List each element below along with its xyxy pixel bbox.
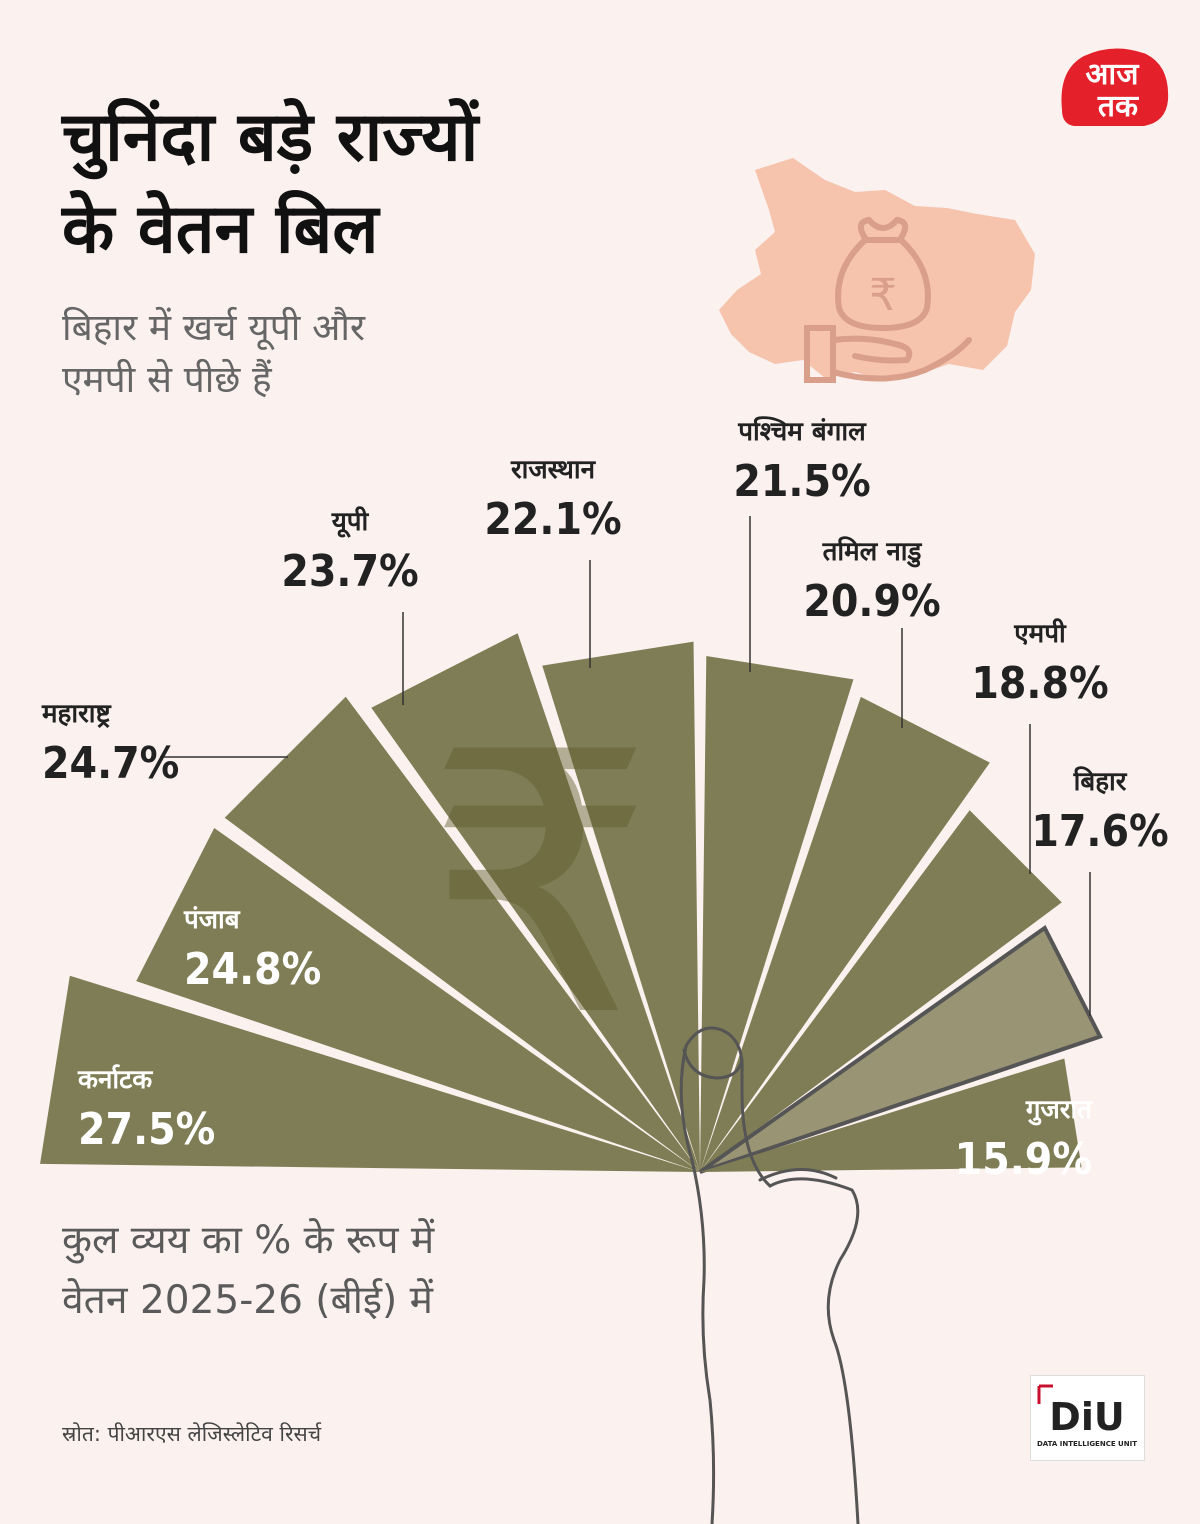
money-bag-hand-icon: ₹ [804,216,972,383]
title-line-2: के वेतन बिल [62,190,379,269]
bihar-map-icon: ₹ [719,158,1035,383]
caption-line-2: वेतन 2025-26 (बीई) में [62,1278,433,1323]
aajtak-logo: आज तक [1061,48,1169,126]
fan-blade-4 [371,633,700,1172]
value-label-7: 20.9% [803,576,940,627]
category-label-8: एमपी [1013,618,1067,649]
category-label-10: गुजरात [1025,1095,1093,1126]
caption-line-1: कुल व्यय का % के रूप में [62,1218,435,1263]
category-label-4: यूपी [331,506,370,538]
category-label-7: तमिल नाडु [822,536,923,568]
title-line-1: चुनिंदा बड़े राज्यों [62,98,479,177]
value-label-3: 24.7% [42,738,179,789]
value-label-10: 15.9% [955,1134,1092,1185]
fan-blades [40,633,1103,1174]
category-label-1: कर्नाटक [77,1064,153,1095]
fan-blade-2 [136,828,700,1172]
logo-line-1: आज [1086,57,1141,92]
value-label-5: 22.1% [484,494,621,545]
diu-logo: DiU DATA INTELLIGENCE UNIT [1030,1375,1145,1461]
hand-outline [679,1026,860,1524]
value-label-2: 24.8% [184,944,321,995]
rupee-glyph: ₹ [869,270,897,321]
value-label-1: 27.5% [78,1104,215,1155]
value-label-9: 17.6% [1031,806,1168,857]
category-label-6: पश्चिम बंगाल [737,416,867,447]
diu-mark: DiU [1049,1395,1124,1439]
category-labels: कर्नाटक 27.5% पंजाब 24.8% महाराष्ट्र 24.7% यूप… [41,416,1169,1185]
category-label-5: राजस्थान [510,455,597,485]
category-label-3: महाराष्ट्र [41,699,112,729]
fan-blade-9 [698,924,1103,1174]
source-text: स्रोत: पीआरएस लेजिस्लेटिव रिसर्च [62,1422,322,1446]
fan-blade-5 [542,641,700,1172]
fan-blade-7 [700,696,990,1172]
value-label-8: 18.8% [971,658,1108,709]
leader-lines [160,516,1091,1016]
value-label-6: 21.5% [733,456,870,507]
fan-blade-3 [224,696,700,1172]
fan-blade-8 [700,810,1062,1172]
rupee-watermark: ₹ [425,676,654,1095]
logo-line-2: तक [1097,89,1139,124]
category-label-9: बिहार [1073,766,1128,797]
subtitle-line-1: बिहार में खर्च यूपी और [62,306,366,349]
fan-blade-1 [40,975,700,1172]
category-label-2: पंजाब [183,905,241,935]
fan-blade-10 [700,1058,1082,1172]
value-label-4: 23.7% [281,546,418,597]
subtitle-line-2: एमपी से पीछे हैं [62,358,272,401]
diu-subtext: DATA INTELLIGENCE UNIT [1037,1440,1137,1448]
